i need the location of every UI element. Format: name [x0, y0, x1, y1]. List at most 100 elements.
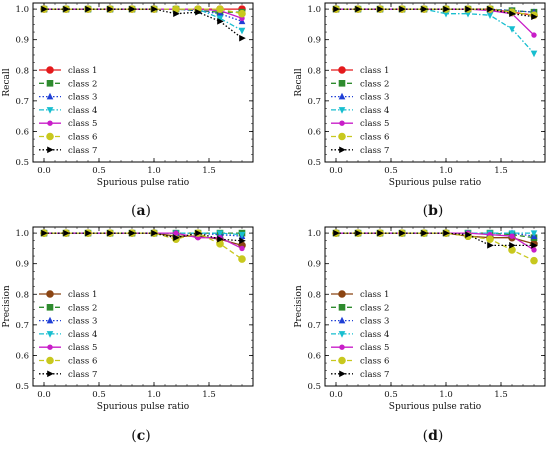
data-point-class-4 — [530, 230, 538, 237]
legend-label: class 1 — [360, 290, 389, 300]
series-line-class-1 — [44, 232, 243, 246]
data-point-class-7 — [487, 242, 494, 249]
data-point-class-5 — [531, 247, 537, 253]
panel-caption: (b) — [423, 203, 444, 219]
data-point-class-7 — [465, 5, 472, 13]
data-point-class-7 — [129, 229, 136, 237]
y-tick-label: 0.7 — [307, 321, 321, 331]
legend-label: class 2 — [360, 303, 389, 313]
series-line-class-7 — [336, 232, 534, 247]
data-point-class-5 — [531, 32, 537, 38]
legend-swatch-marker — [339, 146, 346, 154]
data-point-class-7 — [85, 5, 92, 13]
y-axis-title: Recall — [294, 68, 304, 96]
legend-label: class 4 — [360, 330, 389, 340]
legend-swatch-marker — [338, 316, 346, 324]
data-point-class-7 — [509, 242, 516, 249]
data-point-class-7 — [41, 229, 48, 237]
legend-label: class 2 — [360, 79, 389, 89]
legend-swatch-marker — [47, 146, 54, 154]
data-point-class-7 — [333, 229, 340, 237]
data-point-class-7 — [443, 229, 450, 237]
data-point-class-7 — [487, 5, 494, 13]
y-tick-label: 0.6 — [15, 127, 29, 137]
x-axis-title: Spurious pulse ratio — [97, 178, 189, 188]
series-group — [332, 229, 538, 265]
data-point-class-7 — [217, 235, 224, 243]
x-tick-label: 0.5 — [92, 390, 106, 400]
y-tick-label: 0.9 — [15, 36, 29, 46]
legend-label: class 5 — [68, 343, 97, 353]
data-point-class-7 — [399, 229, 406, 237]
x-tick-label: 1.5 — [202, 390, 216, 400]
legend-swatch-marker — [338, 356, 346, 365]
x-tick-label: 0.0 — [37, 390, 51, 400]
legend-label: class 6 — [68, 357, 97, 367]
legend-swatch-marker — [338, 290, 346, 298]
x-tick-label: 1.0 — [439, 390, 453, 400]
legend: class 1 class 2 class 3 class 4 class 5 class… — [39, 290, 97, 380]
data-point-class-7 — [333, 5, 340, 13]
x-tick-label: 1.5 — [494, 390, 508, 400]
data-point-class-5 — [509, 233, 515, 239]
y-tick-label: 1.0 — [307, 229, 321, 239]
legend-swatch-marker — [338, 331, 346, 338]
chart-panel-c: 0.0 0.5 1.0 1.5 0.5 0.6 0.7 0.8 0.9 1.0 Spurious p… — [2, 226, 254, 444]
chart-panel-b: 0.0 0.5 1.0 1.5 0.5 0.6 0.7 0.8 0.9 1.0 Spurious p… — [294, 2, 546, 219]
series-group — [332, 5, 538, 58]
x-tick-label: 0.0 — [329, 390, 343, 400]
data-point-class-7 — [531, 13, 538, 21]
y-tick-label: 0.7 — [15, 97, 29, 107]
data-point-class-4 — [442, 10, 450, 18]
data-point-class-7 — [151, 229, 158, 237]
data-point-class-4 — [216, 15, 224, 23]
data-point-class-7 — [195, 229, 202, 237]
data-point-class-7 — [63, 229, 70, 237]
legend-label: class 6 — [360, 357, 389, 367]
data-point-class-7 — [377, 229, 384, 237]
data-point-class-4 — [216, 230, 224, 237]
x-tick-label: 0.5 — [384, 390, 398, 400]
data-point-class-4 — [238, 231, 246, 239]
y-tick-label: 1.0 — [15, 5, 29, 15]
series-line-class-7 — [336, 8, 535, 18]
x-tick-label: 1.0 — [439, 166, 453, 176]
data-point-class-4 — [464, 10, 472, 18]
data-point-class-7 — [85, 229, 92, 237]
data-point-class-4 — [508, 26, 516, 33]
data-point-class-4 — [238, 27, 246, 35]
legend-swatch-marker — [338, 92, 346, 100]
y-tick-label: 0.6 — [307, 351, 321, 361]
legend-swatch-marker — [46, 92, 54, 100]
data-point-class-7 — [355, 229, 362, 237]
y-tick-label: 1.0 — [15, 229, 29, 239]
legend-label: class 6 — [68, 133, 97, 143]
y-tick-label: 0.5 — [307, 158, 321, 168]
y-tick-label: 0.5 — [307, 382, 321, 392]
legend-label: class 5 — [68, 119, 97, 129]
series-line-class-6 — [44, 232, 243, 260]
legend-swatch-marker — [46, 356, 54, 365]
data-point-class-6 — [216, 5, 224, 13]
legend-label: class 4 — [360, 106, 389, 116]
data-point-class-7 — [107, 229, 114, 237]
legend-swatch-marker — [46, 316, 54, 324]
data-point-class-7 — [355, 5, 362, 13]
legend-swatch-marker — [47, 370, 54, 378]
data-point-class-7 — [41, 5, 48, 13]
y-tick-label: 0.6 — [15, 351, 29, 361]
series-line-class-5 — [44, 8, 243, 19]
data-point-class-7 — [173, 234, 180, 242]
legend-label: class 7 — [360, 146, 389, 156]
legend: class 1 class 2 class 3 class 4 class 5 class… — [331, 290, 389, 380]
y-tick-label: 0.6 — [307, 127, 321, 137]
data-point-class-5 — [239, 245, 245, 252]
data-point-class-5 — [173, 230, 179, 236]
y-tick-label: 0.8 — [15, 290, 29, 300]
x-axis-title: Spurious pulse ratio — [97, 402, 189, 412]
legend-swatch-marker — [47, 120, 53, 126]
data-point-class-6 — [530, 256, 538, 265]
legend-label: class 1 — [68, 66, 97, 76]
legend-label: class 2 — [68, 303, 97, 313]
